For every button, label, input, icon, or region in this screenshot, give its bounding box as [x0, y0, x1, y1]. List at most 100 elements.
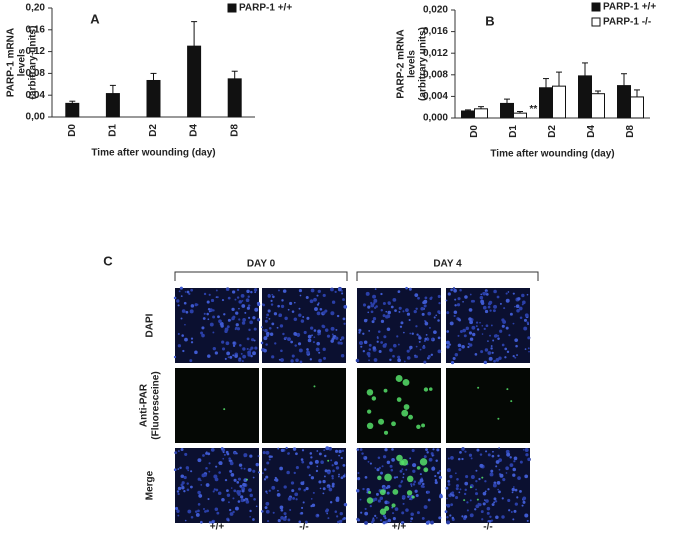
nucleus	[423, 339, 427, 343]
nucleus	[212, 309, 215, 312]
nucleus	[334, 510, 338, 513]
nucleus	[438, 516, 442, 520]
nucleus	[255, 462, 259, 467]
nucleus	[427, 311, 432, 316]
nucleus	[507, 498, 511, 503]
nucleus	[209, 322, 214, 327]
nucleus	[486, 511, 490, 515]
nucleus	[416, 511, 420, 515]
nucleus	[174, 451, 178, 455]
nucleus	[400, 480, 404, 483]
nucleus	[439, 494, 443, 499]
nucleus	[303, 330, 307, 335]
nucleus	[246, 289, 250, 294]
x-axis-label: Time after wounding (day)	[490, 149, 614, 160]
nucleus	[271, 322, 275, 326]
nucleus	[499, 329, 503, 333]
nucleus	[341, 449, 345, 452]
nucleus	[469, 320, 473, 325]
par-signal	[384, 473, 392, 482]
nucleus	[250, 338, 255, 342]
nucleus	[183, 301, 187, 305]
nucleus	[479, 321, 481, 324]
nucleus	[465, 475, 469, 479]
bar	[539, 87, 553, 119]
nucleus	[233, 489, 237, 493]
nucleus	[205, 483, 210, 487]
nucleus	[292, 447, 297, 451]
nucleus	[208, 293, 211, 296]
nucleus	[410, 485, 413, 487]
nucleus	[433, 330, 437, 335]
nucleus	[428, 326, 431, 329]
nucleus	[398, 310, 401, 313]
nucleus	[223, 313, 226, 316]
nucleus	[468, 453, 473, 457]
nucleus	[479, 463, 484, 468]
nucleus	[498, 468, 501, 471]
nucleus	[407, 495, 410, 498]
nucleus	[382, 302, 386, 306]
nucleus	[308, 474, 311, 477]
nucleus	[429, 297, 433, 300]
y-tick-label: 0,000	[423, 113, 448, 124]
nucleus	[224, 357, 227, 360]
nucleus	[268, 318, 271, 320]
nucleus	[496, 295, 500, 299]
nucleus	[331, 484, 335, 488]
micrograph	[356, 448, 443, 525]
nucleus	[487, 305, 491, 309]
nucleus	[431, 520, 434, 523]
nucleus	[501, 343, 505, 347]
nucleus	[379, 496, 384, 501]
nucleus	[243, 455, 246, 458]
x-tick-label: D1	[108, 124, 119, 137]
nucleus	[241, 299, 244, 302]
nucleus	[327, 471, 331, 475]
nucleus	[469, 337, 474, 341]
nucleus	[190, 341, 194, 344]
nucleus	[239, 484, 243, 488]
nucleus	[367, 460, 370, 463]
nucleus	[210, 448, 215, 452]
nucleus	[194, 510, 198, 513]
nucleus	[357, 518, 360, 522]
nucleus	[377, 456, 381, 460]
nucleus	[446, 520, 451, 525]
nucleus	[447, 457, 450, 460]
nucleus	[449, 514, 452, 517]
nucleus	[391, 448, 394, 451]
nucleus	[299, 294, 302, 297]
nucleus	[493, 359, 496, 363]
nucleus	[211, 520, 215, 524]
nucleus	[453, 310, 458, 315]
nucleus	[271, 293, 274, 296]
par-signal	[366, 422, 374, 430]
nucleus	[186, 290, 190, 294]
nucleus	[270, 303, 274, 306]
nucleus	[513, 456, 518, 461]
nucleus	[280, 304, 285, 309]
nucleus	[263, 348, 267, 353]
nucleus	[356, 489, 360, 493]
nucleus	[310, 497, 313, 500]
nucleus	[392, 297, 397, 302]
nucleus	[232, 290, 236, 294]
nucleus	[483, 327, 486, 330]
nucleus	[279, 324, 284, 328]
nucleus	[338, 519, 343, 524]
panel-label: A	[90, 11, 100, 26]
bar	[461, 110, 475, 119]
micrograph-bg	[357, 288, 441, 363]
micrograph	[357, 368, 441, 443]
nucleus	[438, 475, 442, 479]
nucleus	[241, 304, 246, 308]
nucleus	[420, 307, 424, 311]
nucleus	[265, 450, 270, 455]
nucleus	[339, 338, 342, 341]
par-signal	[392, 488, 399, 495]
nucleus	[232, 510, 235, 514]
nucleus	[397, 291, 400, 294]
nucleus	[230, 487, 233, 489]
nucleus	[376, 517, 378, 519]
